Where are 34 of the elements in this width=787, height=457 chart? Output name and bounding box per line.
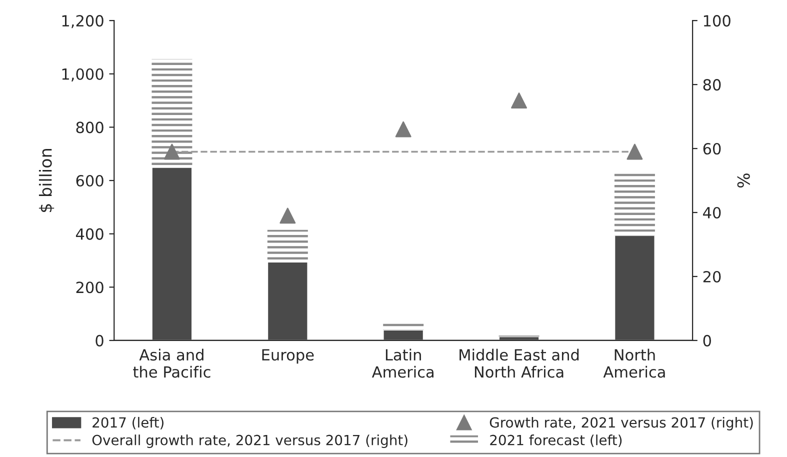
point	[511, 92, 528, 109]
x-tick-label: Asia and the Pacific	[133, 348, 210, 378]
y2-tick-label: 100	[704, 15, 730, 27]
bar	[151, 166, 193, 340]
legend-label: 2021 forecast (left)	[490, 434, 622, 447]
y-tick-label: 1,000	[62, 68, 104, 82]
legend-label: Growth rate, 2021 versus 2017 (right)	[490, 416, 753, 430]
y-tick-label: 800	[76, 122, 104, 134]
bar	[383, 323, 424, 330]
legend-label: Overall growth rate, 2021 versus 2017 (right)	[92, 434, 408, 448]
x-tick-label: North America	[603, 348, 665, 378]
y2-tick-label: 60	[703, 142, 721, 155]
y2-tick-label: 40	[703, 206, 721, 219]
x-tick-label: Latin America	[372, 348, 434, 378]
bar	[614, 234, 656, 340]
point	[395, 121, 412, 138]
point	[164, 144, 180, 160]
y-tick-label: 400	[76, 228, 104, 240]
x-tick-label: Middle East and North Africa	[460, 348, 579, 378]
x-tick-label: Europe	[262, 349, 314, 364]
y-tick-label: 1,200	[62, 15, 104, 28]
y-tick-label: 600	[76, 174, 104, 187]
y-tick-label: 0	[96, 334, 104, 346]
y2-axis-title: %	[737, 174, 750, 188]
bar	[614, 172, 655, 236]
point	[280, 208, 296, 224]
y2-tick-label: 0	[703, 334, 711, 346]
y-axis-title: $ billion	[38, 149, 54, 212]
legend-label: 2017 (left)	[92, 416, 164, 430]
y2-tick-label: 80	[703, 79, 721, 91]
y-tick-label: 200	[76, 282, 104, 294]
point	[626, 144, 643, 160]
y2-tick-label: 20	[703, 270, 721, 283]
bar	[266, 261, 309, 340]
